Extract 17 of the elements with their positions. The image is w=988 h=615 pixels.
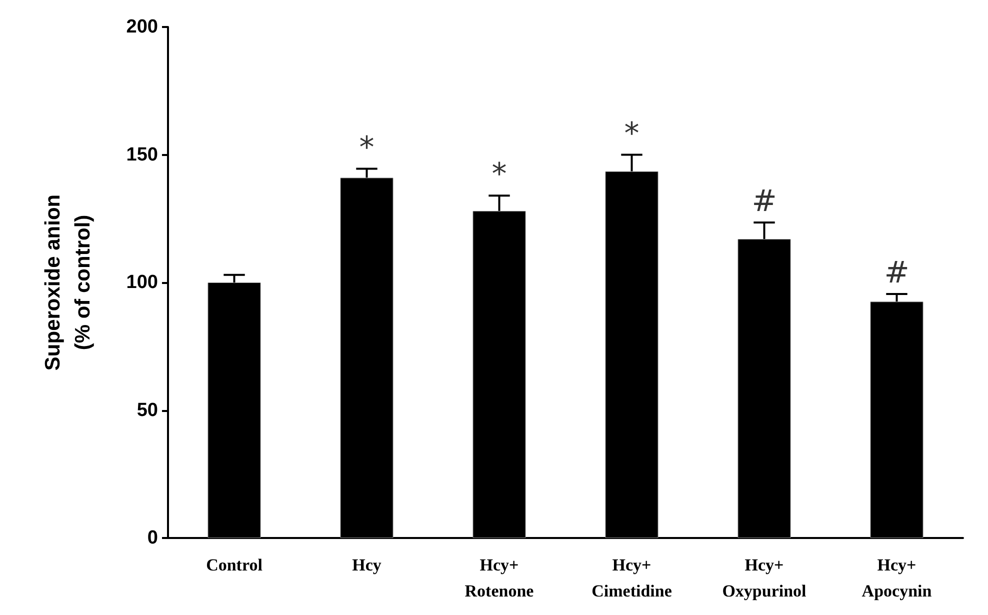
annotation: #: [884, 255, 910, 290]
x-tick-label: Hcy: [352, 556, 382, 574]
x-tick-label: Control: [206, 556, 263, 574]
y-tick-label: 50: [136, 400, 158, 421]
x-tick-label: Hcy+ Cimetidine: [592, 556, 672, 600]
annotation: #: [752, 184, 777, 219]
x-tick-label: Hcy+ Oxypurinol: [722, 556, 807, 600]
x-tick-label: Hcy+ Apocynin: [862, 556, 932, 600]
y-tick-label: 200: [126, 16, 158, 38]
annotation: *: [492, 157, 507, 192]
x-tick-label: Hcy+ Rotenone: [464, 556, 534, 600]
y-axis-title: Superoxide anion (% of control): [42, 194, 94, 371]
annotation: *: [624, 116, 640, 152]
y-tick-label: 0: [147, 528, 158, 548]
y-tick-label: 100: [126, 272, 158, 293]
y-tick-label: 150: [126, 144, 158, 166]
annotation: *: [359, 130, 374, 166]
